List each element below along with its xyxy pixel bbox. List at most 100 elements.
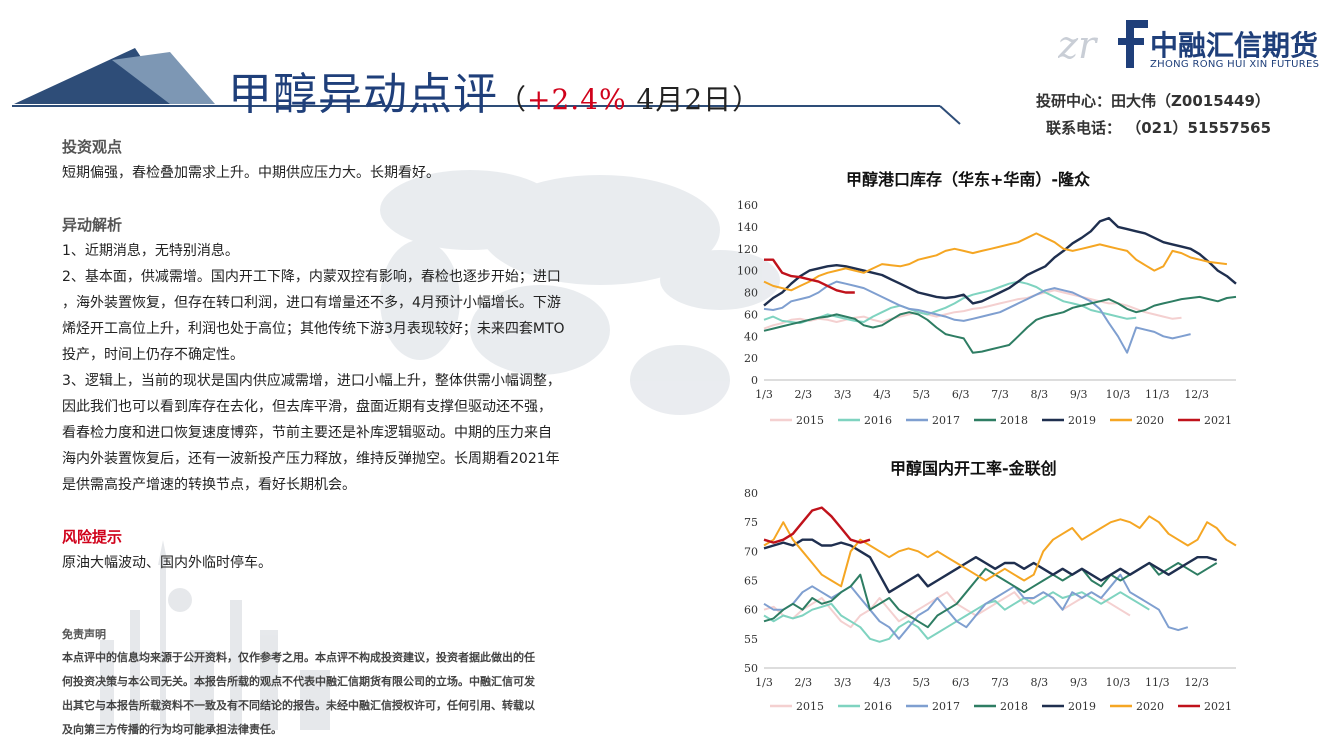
series-line-2021 [763, 506, 871, 544]
x-tick-label: 4/3 [873, 388, 891, 401]
x-tick-label: 3/3 [834, 388, 852, 401]
y-tick-label: 100 [737, 265, 758, 278]
commentary-column: 投资观点 短期偏强，春检叠加需求上升。中期供应压力大。长期看好。 异动解析 1、… [62, 134, 672, 576]
logo-english-name: ZHONG RONG HUI XIN FUTURES [1150, 59, 1320, 70]
x-tick-label: 9/3 [1070, 388, 1088, 401]
analysis-line: 因此我们也可以看到库存在去化，但去库平滑，盘面近期有支撑但驱动还不强， [62, 399, 552, 415]
x-tick-label: 12/3 [1184, 676, 1209, 689]
analysis-line: 看春检力度和进口恢复速度博弈，节前主要还是补库逻辑驱动。中期的压力来自 [62, 425, 552, 441]
series-line-2018 [763, 295, 1237, 354]
contact-phone: 联系电话： （021）51557565 [1046, 119, 1272, 137]
title-paren-open: （ [498, 83, 528, 116]
y-tick-label: 50 [744, 662, 758, 675]
series-line-2017 [763, 280, 1191, 354]
y-tick-label: 120 [737, 243, 758, 256]
y-tick-label: 0 [751, 374, 758, 387]
header-decoration [12, 48, 961, 125]
x-tick-label: 4/3 [873, 676, 891, 689]
x-tick-label: 12/3 [1184, 388, 1209, 401]
series-line-2017 [763, 573, 1189, 640]
price-change: +2.4% [527, 83, 627, 116]
legend-label-2018: 2018 [1000, 414, 1028, 427]
analysis-line: 投产，时间上仍存不确定性。 [62, 347, 244, 363]
page-title: 甲醇异动点评（+2.4% 4月2日） [228, 58, 761, 122]
analysis-line: 烯烃开工高位上升，利润也处于高位；其他传统下游3月表现较好；未来四套MTO [62, 321, 565, 337]
inventory-line-chart: 0 20 40 60 80 100 120 140 160 1/3 2/3 3/3 4/3 5/3 6/3 7… [737, 199, 1237, 427]
x-tick-label: 2/3 [794, 676, 812, 689]
analysis-line: ，海外装置恢复，但存在转口利润，进口有增量还不多，4月预计小幅增长。下游 [62, 295, 561, 311]
y-tick-label: 20 [744, 352, 758, 365]
series-line-2021 [764, 258, 855, 294]
series-line-2019 [763, 538, 1218, 594]
analyst-info: 投研中心：田大伟（Z0015449） [1036, 92, 1270, 110]
risk-heading: 风险提示 [62, 528, 123, 546]
title-date: 4月2日 [626, 83, 733, 116]
legend-label-2018: 2018 [1000, 700, 1028, 713]
legend-label-2017: 2017 [932, 414, 960, 427]
disclaimer-line: 及向第三方传播的行为均可能承担法律责任。 [62, 723, 282, 736]
analysis-line: 1、近期消息，无特别消息。 [62, 243, 239, 259]
x-tick-label: 8/3 [1030, 388, 1048, 401]
series-line-2016 [763, 280, 1137, 325]
y-tick-label: 40 [744, 330, 758, 343]
x-tick-label: 1/3 [755, 676, 773, 689]
y-tick-label: 80 [744, 287, 758, 300]
legend-label-2021: 2021 [1204, 700, 1232, 713]
series-line-2020 [763, 232, 1228, 292]
analysis-heading: 异动解析 [62, 216, 123, 234]
view-text: 短期偏强，春检叠加需求上升。中期供应压力大。长期看好。 [62, 165, 440, 181]
x-tick-label: 5/3 [912, 676, 930, 689]
series-line-2019 [763, 216, 1237, 307]
analysis-line: 是供需高投产增速的转换节点，看好长期机会。 [62, 477, 356, 493]
svg-text:zr: zr [1058, 23, 1099, 67]
y-tick-label: 80 [744, 487, 758, 500]
x-tick-label: 9/3 [1070, 676, 1088, 689]
analysis-line: 海内外装置恢复后，还有一波新投产压力释放，维持反弹抛空。长周期看2021年 [62, 451, 560, 467]
legend-label-2019: 2019 [1068, 414, 1096, 427]
y-tick-label: 140 [737, 221, 758, 234]
analysis-line: 2、基本面，供减需增。国内开工下降，内蒙双控有影响，春检也逐步开始；进口 [62, 269, 561, 285]
legend-label-2015: 2015 [796, 414, 824, 427]
title-paren-close: ） [732, 83, 762, 116]
x-tick-label: 8/3 [1030, 676, 1048, 689]
disclaimer-line: 出其它与本报告所载资料不一致及有不同结论的报告。未经中融汇信授权许可，任何引用、… [62, 699, 535, 712]
legend-label-2015: 2015 [796, 700, 824, 713]
analysis-line: 3、逻辑上，当前的现状是国内供应减需增，进口小幅上升，整体供需小幅调整， [62, 373, 561, 389]
x-tick-label: 6/3 [952, 676, 970, 689]
x-tick-label: 7/3 [991, 676, 1009, 689]
x-tick-label: 6/3 [952, 388, 970, 401]
x-tick-label: 1/3 [755, 388, 773, 401]
y-tick-label: 70 [744, 545, 758, 558]
company-logo-icon: zr [1058, 20, 1148, 68]
x-tick-label: 3/3 [834, 676, 852, 689]
x-tick-label: 11/3 [1145, 676, 1170, 689]
x-tick-label: 5/3 [912, 388, 930, 401]
x-tick-label: 10/3 [1106, 676, 1131, 689]
disclaimer: 免责声明 本点评中的信息均来源于公开资料，仅作参考之用。本点评不构成投资建议，投… [62, 624, 662, 742]
y-tick-label: 65 [744, 575, 758, 588]
disclaimer-line: 何投资决策与本公司无关。本报告所载的观点不代表中融汇信期货有限公司的立场。中融汇… [62, 675, 535, 688]
view-heading: 投资观点 [62, 138, 123, 156]
legend-label-2019: 2019 [1068, 700, 1096, 713]
risk-text: 原油大幅波动、国内外临时停车。 [62, 555, 272, 571]
legend-label-2021: 2021 [1204, 414, 1232, 427]
chart-title-operating-rate: 甲醇国内开工率-金联创 [890, 459, 1057, 478]
disclaimer-line: 本点评中的信息均来源于公开资料，仅作参考之用。本点评不构成投资建议，投资者据此做… [62, 651, 535, 664]
x-tick-label: 7/3 [991, 388, 1009, 401]
x-tick-label: 10/3 [1106, 388, 1131, 401]
series-line-2016 [763, 591, 1150, 643]
legend-label-2020: 2020 [1136, 414, 1164, 427]
legend-label-2016: 2016 [864, 414, 892, 427]
legend-label-2020: 2020 [1136, 700, 1164, 713]
operating-rate-line-chart: 50 55 60 65 70 75 80 1/3 2/3 3/3 4/3 5/3 6/3 7/3 8/3 9/… [744, 487, 1237, 713]
series-line-2018 [763, 562, 1218, 629]
logo-chinese-name: 中融汇信期货 [1150, 29, 1319, 62]
y-tick-label: 55 [744, 633, 758, 646]
y-tick-label: 60 [744, 604, 758, 617]
disclaimer-heading: 免责声明 [62, 628, 106, 641]
title-text: 甲醇异动点评 [228, 69, 498, 120]
legend-label-2016: 2016 [864, 700, 892, 713]
x-tick-label: 2/3 [794, 388, 812, 401]
x-tick-label: 11/3 [1145, 388, 1170, 401]
